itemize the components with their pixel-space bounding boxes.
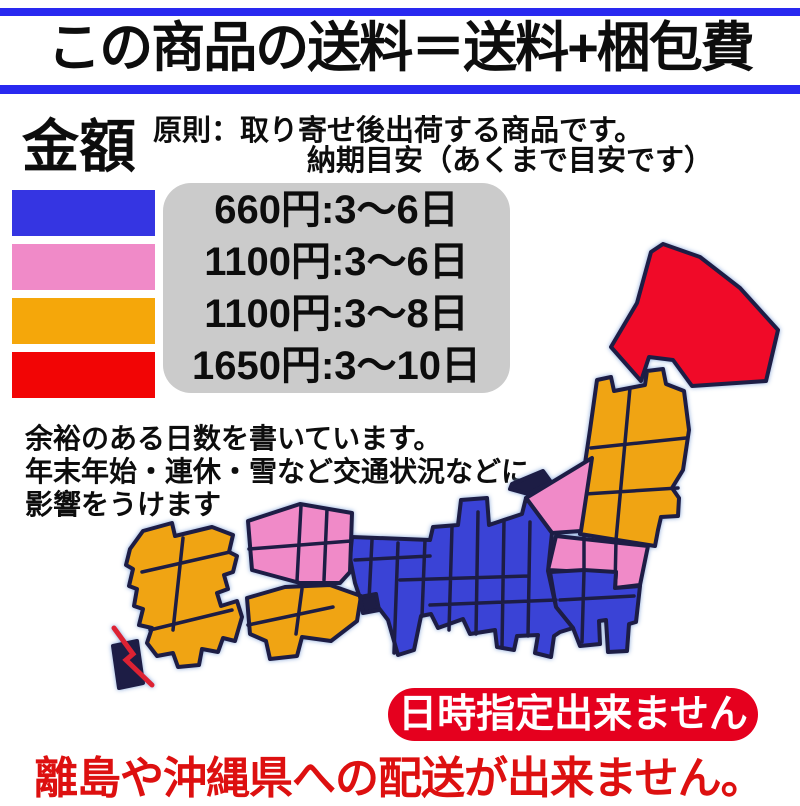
price-row-blue: 660円:3〜6日	[214, 188, 459, 232]
tohoku-prefecture-borders	[583, 386, 688, 542]
legend-swatch-red	[12, 352, 155, 398]
principle-line-2: 納期目安（あくまで目安です）	[307, 145, 714, 177]
shikoku-prefecture-borders	[246, 587, 335, 636]
banner-bottom-rule	[0, 85, 800, 94]
price-row-red: 1650円:3〜10日	[191, 344, 482, 388]
disclaimer-line-3: 影響をうけます	[25, 489, 222, 520]
disclaimer-line-2: 年末年始・連休・雪など交通状況などに	[25, 456, 530, 487]
island-awaji	[358, 592, 381, 615]
kyushu-prefecture-borders	[140, 536, 234, 632]
principle-note: 原則：取り寄せ後出荷する商品です。 納期目安（あくまで目安です）	[153, 116, 713, 176]
price-table: 660円:3〜6日 1100円:3〜6日 1100円:3〜8日 1650円:3〜…	[163, 183, 510, 393]
region-hokkaido	[609, 242, 780, 388]
region-kanto	[548, 568, 642, 654]
price-row-pink: 1100円:3〜6日	[204, 240, 469, 284]
page-title: この商品の送料＝送料+梱包費	[47, 18, 755, 78]
legend-swatch-pink	[12, 244, 155, 290]
banner-top-rule	[0, 8, 800, 16]
island-sado	[508, 469, 553, 496]
price-row-orange: 1100円:3〜8日	[204, 292, 469, 336]
chubu-kansai-prefecture-borders	[353, 510, 558, 655]
okinawa-cross-out-mark	[111, 625, 155, 688]
remote-island-warning: 離島や沖縄県への配送が出来ません。	[34, 754, 765, 803]
region-tohoku	[578, 367, 691, 548]
region-kyushu	[124, 521, 244, 669]
legend-swatches	[12, 190, 155, 398]
no-datetime-badge: 日時指定出来ません	[388, 688, 758, 741]
disclaimer-line-1: 余裕のある日数を書いています。	[25, 423, 442, 454]
chugoku-prefecture-borders	[247, 504, 353, 583]
amount-heading: 金額	[22, 115, 136, 179]
principle-line-1: 原則：取り寄せ後出荷する商品です。	[153, 115, 644, 147]
legend-swatch-blue	[12, 190, 155, 236]
kanto-prefecture-borders	[558, 570, 636, 644]
delivery-disclaimer: 余裕のある日数を書いています。 年末年始・連休・雪など交通状況などに 影響をうけ…	[25, 422, 529, 521]
legend-swatch-orange	[12, 298, 155, 344]
region-shikoku	[245, 583, 363, 661]
